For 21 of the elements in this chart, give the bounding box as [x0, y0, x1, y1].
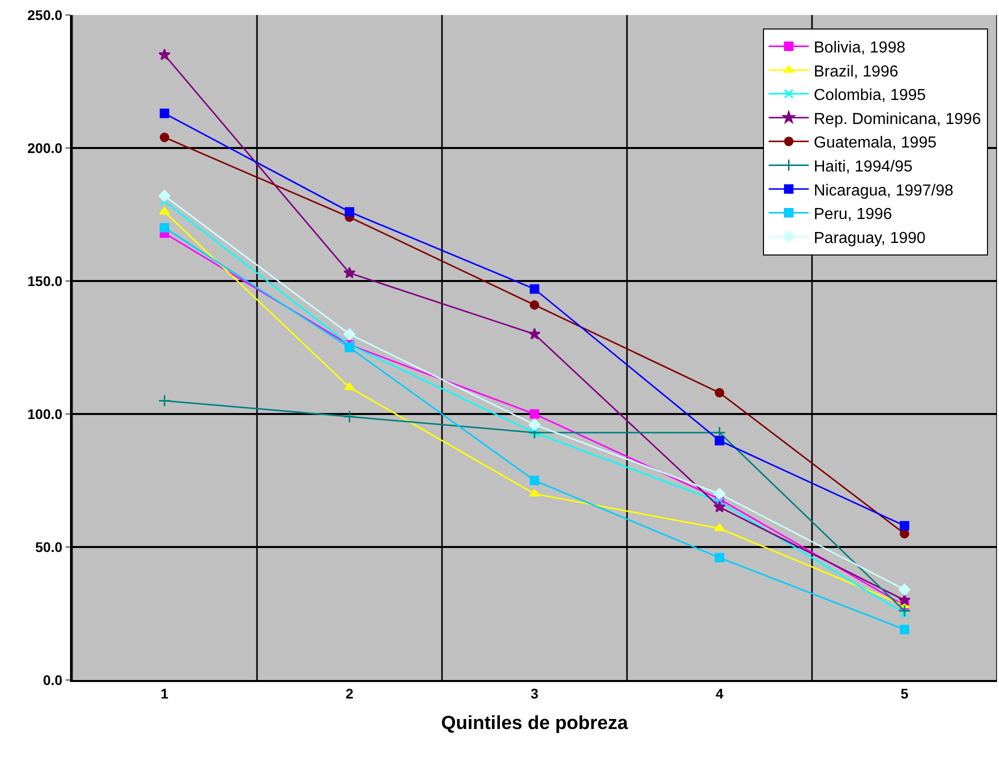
- x-tick-label: 4: [716, 686, 724, 702]
- x-tick-label: 1: [160, 686, 169, 702]
- legend-label: Colombia, 1995: [814, 87, 926, 104]
- legend-label: Bolivia, 1998: [814, 39, 906, 56]
- y-tick-label: 200.0: [27, 140, 63, 156]
- x-tick-label: 2: [346, 686, 354, 702]
- legend-label: Rep. Dominicana, 1996: [814, 110, 982, 128]
- legend-label: Brazil, 1996: [814, 63, 898, 80]
- y-tick-label: 0.0: [42, 672, 63, 688]
- legend-label: Peru, 1996: [814, 206, 892, 224]
- legend-label: Guatemala, 1995: [814, 134, 937, 152]
- y-tick-label: 50.0: [35, 538, 63, 555]
- legend-label: Nicaragua, 1997/98: [814, 182, 954, 200]
- legend-label: Paraguay, 1990: [814, 230, 926, 247]
- x-tick-label: 3: [530, 686, 539, 702]
- x-tick-label: 5: [900, 686, 909, 702]
- legend-label: Haiti, 1994/95: [814, 158, 913, 176]
- y-tick-label: 250.0: [27, 6, 63, 23]
- y-tick-label: 150.0: [27, 272, 63, 289]
- y-tick-label: 100.0: [27, 406, 63, 422]
- x-axis-title: Quintiles de pobreza: [441, 712, 628, 734]
